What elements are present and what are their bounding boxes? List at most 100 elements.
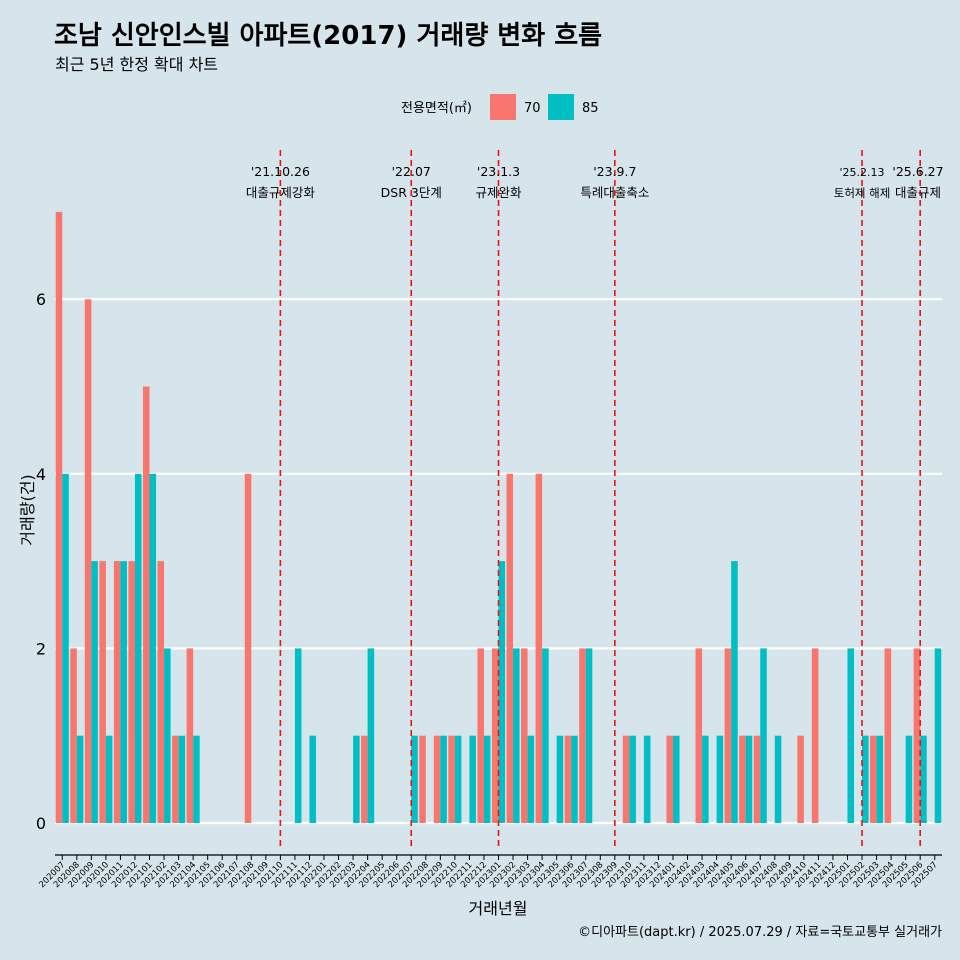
bars bbox=[55, 211, 942, 823]
bar-70-202102 bbox=[157, 561, 165, 823]
bar-70-202410 bbox=[797, 735, 804, 823]
bar-85-202211 bbox=[469, 735, 476, 823]
bar-85-202304 bbox=[542, 648, 549, 823]
bar-85-202303 bbox=[527, 735, 535, 823]
bar-70-202007 bbox=[55, 211, 63, 823]
bar-85-202112 bbox=[309, 735, 317, 823]
y-axis-label: 거래량(건) bbox=[18, 474, 37, 545]
event-label: 대출규제 bbox=[895, 185, 941, 200]
bar-85-202302 bbox=[513, 648, 520, 823]
bar-85-202204 bbox=[367, 648, 375, 823]
bar-70-202108 bbox=[244, 473, 252, 823]
bar-70-202405 bbox=[724, 648, 732, 823]
legend-title: 전용면적(㎡) bbox=[401, 101, 472, 116]
bar-85-202405 bbox=[731, 561, 738, 823]
bar-85-202407 bbox=[760, 648, 767, 823]
event-markers: '21.10.26 대출규제강화 '22.07 DSR 3단계 '23.1.3 규제완화 '… bbox=[246, 150, 944, 850]
y-tick-label: 0 bbox=[36, 814, 46, 833]
bar-85-202506 bbox=[920, 735, 927, 823]
bar-85-202111 bbox=[294, 648, 302, 823]
bar-85-202307 bbox=[585, 648, 593, 823]
event-label: 토허제 해제 bbox=[834, 186, 891, 200]
bar-85-202305 bbox=[556, 735, 564, 823]
bar-70-202011 bbox=[113, 561, 121, 823]
event-label: 대출규제강화 bbox=[246, 185, 316, 200]
bar-85-202011 bbox=[120, 561, 127, 823]
legend-label-70: 70 bbox=[524, 101, 541, 116]
y-tick-label: 2 bbox=[36, 639, 46, 658]
bar-70-202208 bbox=[419, 735, 426, 823]
bar-70-202104 bbox=[186, 648, 194, 823]
bar-70-202504 bbox=[884, 648, 892, 823]
bar-85-202505 bbox=[905, 735, 913, 823]
bar-70-202406 bbox=[739, 735, 746, 823]
bar-70-202306 bbox=[564, 735, 572, 823]
bar-70-202403 bbox=[695, 648, 703, 823]
bar-85-202209 bbox=[440, 735, 447, 823]
legend-key-85 bbox=[548, 94, 574, 120]
chart-title: 조남 신안인스빌 아파트(2017) 거래량 변화 흐름 bbox=[54, 21, 602, 51]
chart-subtitle: 최근 5년 한정 확대 차트 bbox=[55, 55, 218, 74]
bar-70-202506 bbox=[913, 648, 921, 823]
event-label: 규제완화 bbox=[475, 185, 522, 200]
bar-70-202209 bbox=[433, 735, 441, 823]
legend-label-85: 85 bbox=[582, 101, 599, 116]
bar-85-202008 bbox=[76, 735, 84, 823]
event-label: DSR 3단계 bbox=[381, 185, 442, 200]
bar-70-202411 bbox=[811, 648, 819, 823]
bar-85-202406 bbox=[745, 735, 753, 823]
bar-85-202210 bbox=[454, 735, 462, 823]
bar-85-202310 bbox=[629, 735, 636, 823]
bar-85-202306 bbox=[571, 735, 578, 823]
bar-85-202012 bbox=[134, 473, 142, 823]
event-date: '25.2.13 bbox=[840, 166, 885, 179]
bar-85-202401 bbox=[672, 735, 680, 823]
bar-70-202009 bbox=[84, 299, 92, 823]
bar-85-202403 bbox=[702, 735, 709, 823]
bar-85-202203 bbox=[353, 735, 360, 823]
bar-85-202301 bbox=[498, 561, 506, 823]
event-date: '22.07 bbox=[392, 164, 431, 179]
y-axis-ticks: 0 2 4 6 bbox=[36, 290, 46, 833]
bar-85-202404 bbox=[716, 735, 724, 823]
bar-70-202304 bbox=[535, 473, 543, 823]
bar-85-202010 bbox=[105, 735, 113, 823]
bar-70-202401 bbox=[666, 735, 673, 823]
bar-85-202408 bbox=[774, 735, 782, 823]
bar-85-202102 bbox=[164, 648, 171, 823]
bar-85-202503 bbox=[876, 735, 884, 823]
bar-85-202501 bbox=[847, 648, 855, 823]
bar-70-202302 bbox=[506, 473, 514, 823]
legend: 전용면적(㎡) 70 85 bbox=[401, 94, 599, 120]
event-date: '23.1.3 bbox=[477, 164, 520, 179]
bar-85-202007 bbox=[62, 473, 69, 823]
bar-70-202101 bbox=[142, 386, 150, 823]
bar-85-202507 bbox=[934, 648, 942, 823]
bar-85-202104 bbox=[193, 735, 200, 823]
bar-85-202311 bbox=[643, 735, 651, 823]
bar-85-202212 bbox=[483, 735, 491, 823]
bar-70-202012 bbox=[128, 561, 135, 823]
caption: ©디아파트(dapt.kr) / 2025.07.29 / 자료=국토교통부 실… bbox=[578, 925, 942, 940]
bar-70-202008 bbox=[70, 648, 77, 823]
bar-70-202212 bbox=[477, 648, 484, 823]
bar-70-202010 bbox=[99, 561, 106, 823]
bar-85-202103 bbox=[178, 735, 186, 823]
bar-70-202503 bbox=[870, 735, 877, 823]
event-date: '23.9.7 bbox=[593, 164, 636, 179]
event-date: '25.6.27 bbox=[892, 164, 943, 179]
x-axis-label: 거래년월 bbox=[469, 899, 528, 918]
bar-70-202210 bbox=[448, 735, 455, 823]
bar-70-202407 bbox=[753, 735, 761, 823]
legend-key-70 bbox=[490, 94, 516, 120]
bar-70-202310 bbox=[622, 735, 630, 823]
bar-70-202103 bbox=[172, 735, 179, 823]
bar-85-202009 bbox=[91, 561, 98, 823]
event-date: '21.10.26 bbox=[251, 164, 310, 179]
bar-70-202204 bbox=[361, 735, 368, 823]
bar-70-202307 bbox=[579, 648, 586, 823]
bar-85-202502 bbox=[862, 735, 869, 823]
bar-85-202207 bbox=[411, 735, 418, 823]
bar-85-202101 bbox=[149, 473, 157, 823]
